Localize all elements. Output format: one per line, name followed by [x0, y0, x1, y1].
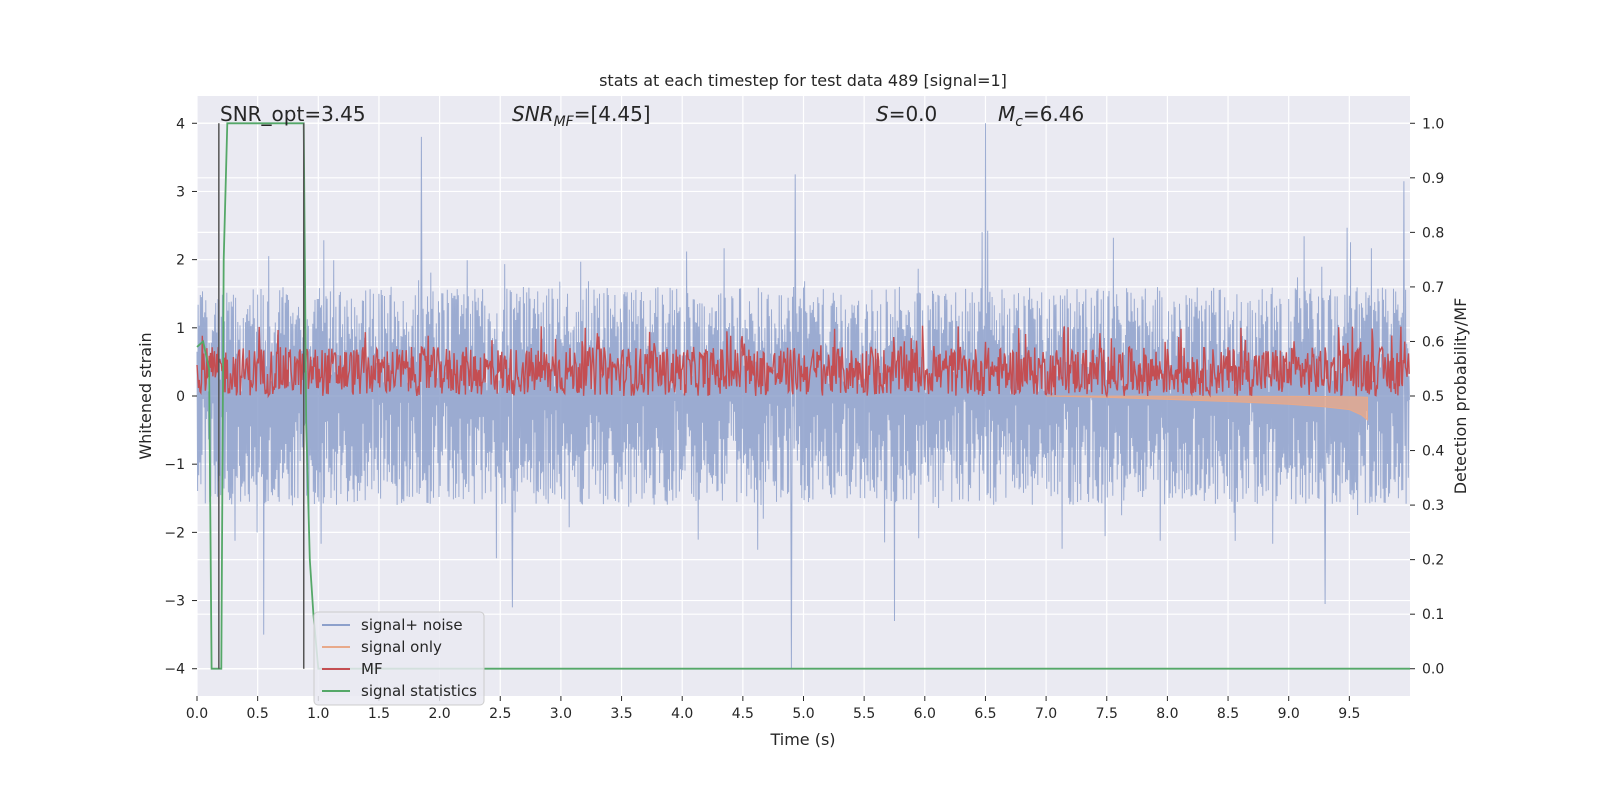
x-tick-label: 9.5 — [1338, 706, 1360, 722]
x-tick-label: 6.5 — [974, 706, 996, 722]
plot-content — [196, 122, 1410, 670]
y-right-tick-label: 0.1 — [1422, 607, 1444, 623]
x-tick-label: 1.0 — [307, 706, 329, 722]
y-right-tick-label: 1.0 — [1422, 116, 1444, 132]
y-right-tick-label: 0.0 — [1422, 662, 1444, 678]
x-tick-label: 8.5 — [1217, 706, 1239, 722]
x-tick-label: 3.0 — [550, 706, 572, 722]
y-left-tick-label: 0 — [176, 389, 185, 405]
y-left-tick-label: 1 — [176, 321, 185, 337]
legend-label-mf: MF — [361, 660, 383, 678]
x-tick-label: 7.0 — [1035, 706, 1057, 722]
series-mf — [196, 325, 1410, 399]
y-axis-right-label: Detection probability/MF — [1451, 298, 1470, 495]
x-tick-label: 8.0 — [1156, 706, 1178, 722]
y-right-tick-label: 0.6 — [1422, 334, 1444, 350]
x-tick-label: 5.0 — [792, 706, 814, 722]
series-signal-only — [1046, 395, 1368, 421]
axes: 0.0 0.5 1.0 1.5 2.0 2.5 3.0 3.5 4.0 4.5 5.0 5.5 6.0 6… — [164, 116, 1444, 722]
y-left-tick-label: −3 — [164, 594, 185, 610]
x-tick-label: 4.5 — [732, 706, 754, 722]
y-right-tick-label: 0.2 — [1422, 553, 1444, 569]
y-right-tick-label: 0.7 — [1422, 280, 1444, 296]
x-tick-label: 2.5 — [489, 706, 511, 722]
legend-label-signal-statistics: signal statistics — [361, 682, 477, 700]
legend-label-signal-noise: signal+ noise — [361, 616, 463, 634]
legend: signal+ noise signal only MF signal stat… — [313, 611, 485, 706]
x-tick-label: 5.5 — [853, 706, 875, 722]
y-right-tick-label: 0.4 — [1422, 444, 1444, 460]
y-left-tick-label: −4 — [164, 662, 185, 678]
annotation-snr-opt: SNR_opt=3.45 — [220, 102, 366, 126]
annotation-snr-mf: SNRMF=[4.45] — [512, 102, 651, 130]
x-tick-label: 1.5 — [368, 706, 390, 722]
y-axis-left-label: Whitened strain — [136, 332, 155, 459]
legend-label-signal-only: signal only — [361, 638, 442, 656]
y-left-tick-label: 2 — [176, 253, 185, 269]
x-tick-label: 9.0 — [1278, 706, 1300, 722]
y-right-tick-label: 0.9 — [1422, 171, 1444, 187]
chart-title: stats at each timestep for test data 489… — [599, 71, 1007, 90]
x-tick-label: 0.5 — [247, 706, 269, 722]
x-tick-label: 7.5 — [1096, 706, 1118, 722]
y-left-tick-label: 3 — [176, 184, 185, 200]
y-right-tick-label: 0.5 — [1422, 389, 1444, 405]
annotation-s: S=0.0 — [876, 102, 937, 126]
legend-box — [313, 611, 485, 706]
x-tick-label: 6.0 — [914, 706, 936, 722]
legend-item-signal-only: signal only — [322, 638, 442, 656]
y-left-tick-label: −2 — [164, 525, 185, 541]
x-tick-label: 0.0 — [186, 706, 208, 722]
x-tick-label: 3.5 — [610, 706, 632, 722]
legend-item-mf: MF — [322, 660, 383, 678]
y-right-tick-label: 0.3 — [1422, 498, 1444, 514]
x-tick-label: 4.0 — [671, 706, 693, 722]
legend-item-signal-statistics: signal statistics — [322, 682, 477, 700]
y-left-tick-label: −1 — [164, 457, 185, 473]
annotation-mc: Mc=6.46 — [998, 102, 1084, 130]
legend-item-signal-noise: signal+ noise — [322, 616, 463, 634]
x-tick-label: 2.0 — [428, 706, 450, 722]
y-left-tick-label: 4 — [176, 116, 185, 132]
x-axis-label: Time (s) — [769, 730, 835, 749]
y-right-tick-label: 0.8 — [1422, 225, 1444, 241]
